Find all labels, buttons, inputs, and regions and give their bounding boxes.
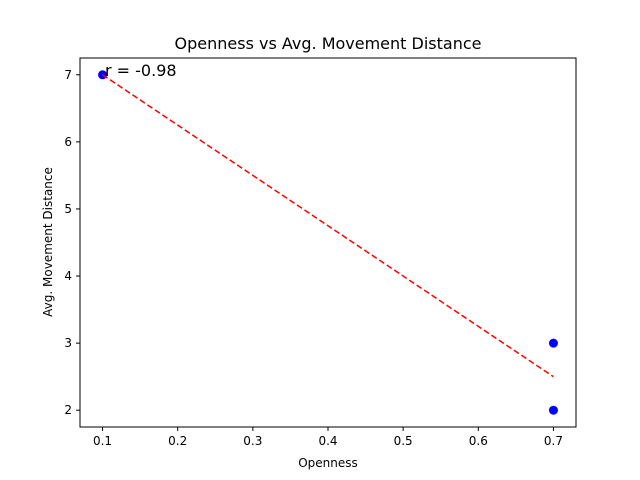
x-tick-label: 0.3 (243, 434, 262, 448)
data-point (548, 338, 558, 348)
x-axis-label: Openness (298, 456, 358, 470)
x-tick-label: 0.7 (544, 434, 563, 448)
y-tick-label: 7 (64, 68, 72, 82)
x-axis-ticks: 0.1 0.2 0.3 0.4 0.5 0.6 0.7 (93, 427, 563, 448)
y-tick-label: 2 (64, 403, 72, 417)
chart-title: Openness vs Avg. Movement Distance (175, 34, 482, 53)
scatter-series (98, 70, 558, 415)
y-tick-label: 6 (64, 135, 72, 149)
correlation-annotation: r = -0.98 (105, 61, 177, 80)
y-tick-label: 4 (64, 269, 72, 283)
x-tick-label: 0.2 (168, 434, 187, 448)
y-axis-label: Avg. Movement Distance (41, 167, 55, 317)
x-tick-label: 0.6 (469, 434, 488, 448)
data-point (548, 405, 558, 415)
y-tick-label: 5 (64, 202, 72, 216)
x-tick-label: 0.4 (318, 434, 337, 448)
x-tick-label: 0.5 (394, 434, 413, 448)
trend-line (102, 74, 554, 378)
y-tick-label: 3 (64, 336, 72, 350)
y-axis-ticks: 2 3 4 5 6 7 (64, 68, 80, 417)
x-tick-label: 0.1 (93, 434, 112, 448)
